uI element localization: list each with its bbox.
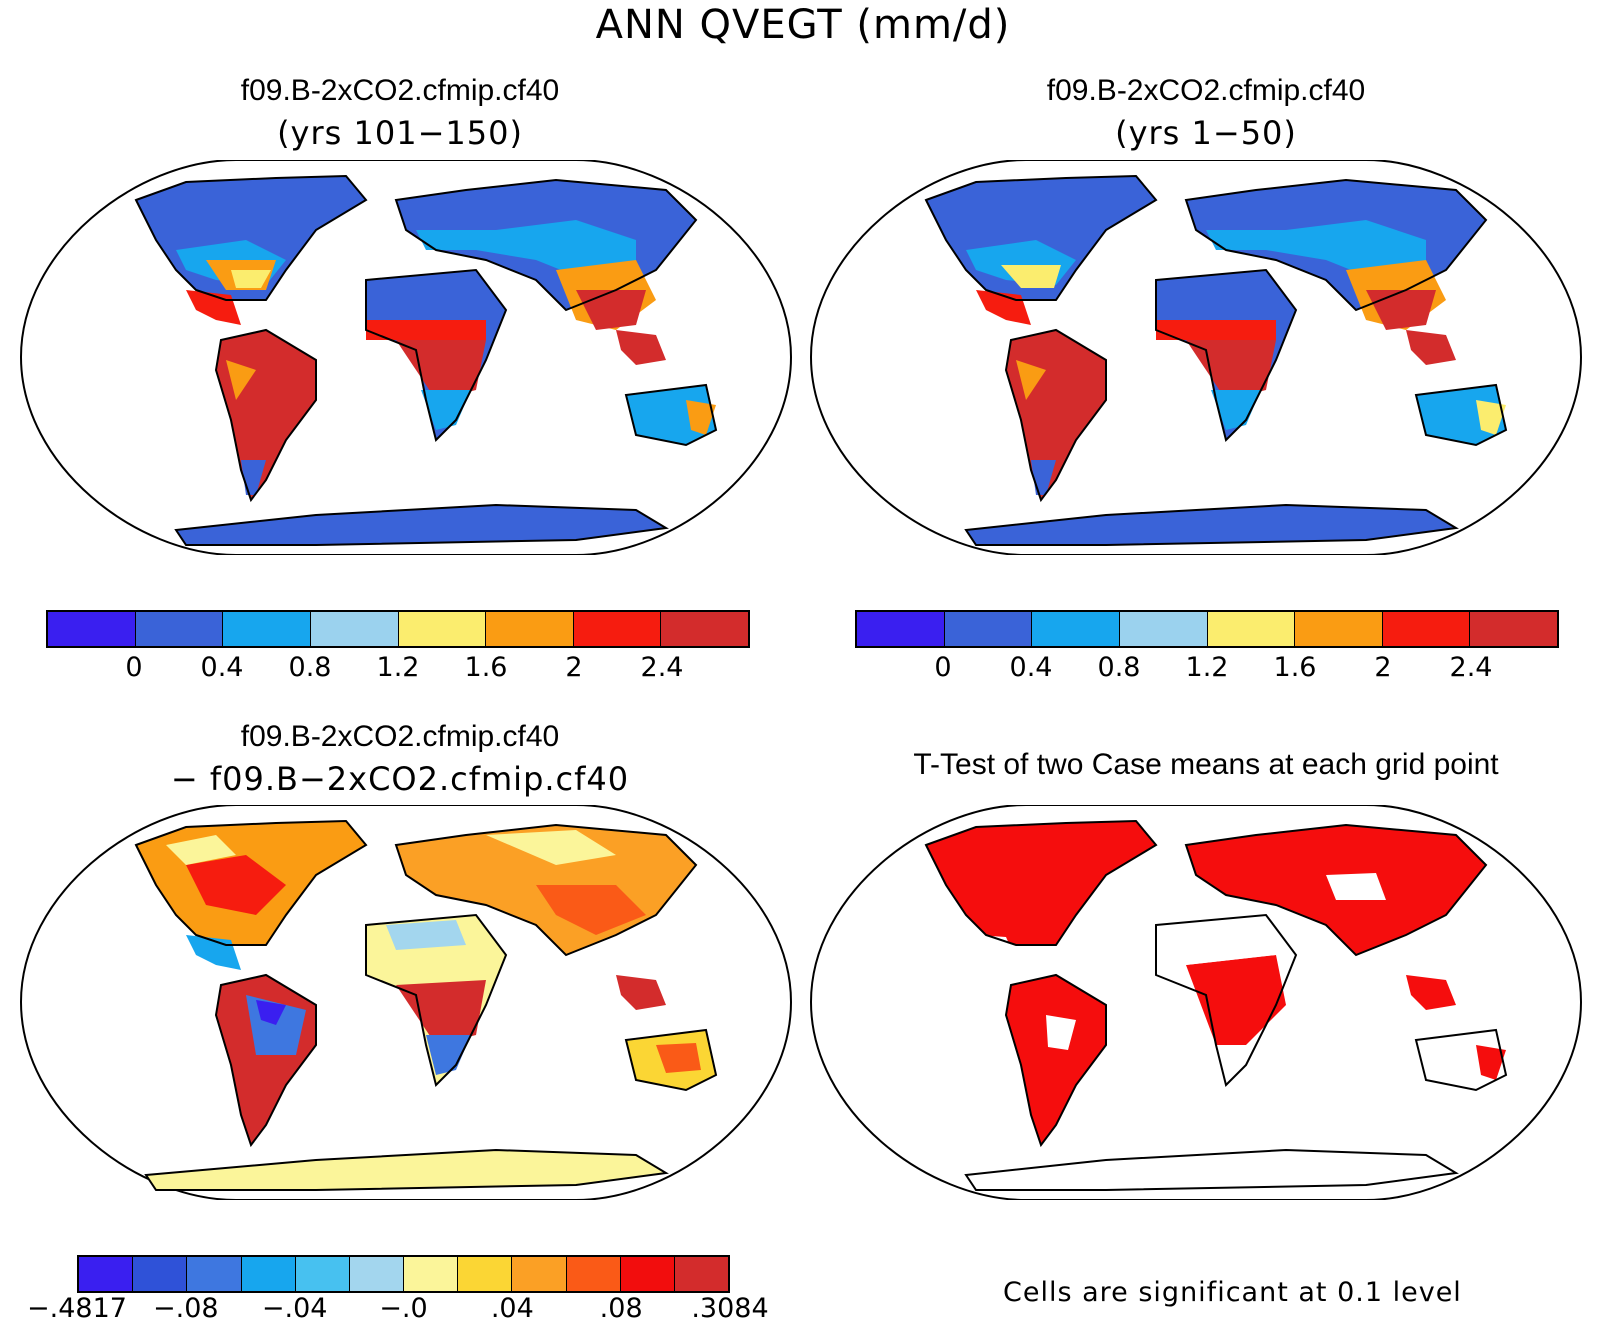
colorbar-tick-label: 2.4 [640,652,684,683]
colorbar-swatch [458,1257,513,1291]
colorbar-swatch [241,1257,296,1291]
panel-title-bottom-right: T-Test of two Case means at each grid po… [913,748,1499,781]
colorbar-swatch [295,1257,350,1291]
panel-subtitle-top-right: (yrs 1−50) [1115,114,1297,152]
colorbar-tick-label: .04 [490,1293,534,1324]
panel-subtitle-top-left: (yrs 101−150) [277,114,523,152]
colorbar-tick-label: 1.2 [376,652,420,683]
colorbar-swatch [187,1257,242,1291]
colorbar-tick-label: 0.4 [200,652,244,683]
land-field [926,176,1506,545]
panel-title-top-left: f09.B-2xCO2.cfmip.cf40 [240,74,560,107]
colorbar-tick-label: 1.2 [1185,652,1229,683]
panel-title-top-right: f09.B-2xCO2.cfmip.cf40 [1046,74,1366,107]
map-top-left [19,160,793,555]
colorbar-tick-label: 2 [1374,652,1392,683]
colorbar-swatch [135,612,224,646]
colorbar-swatch [404,1257,459,1291]
colorbar-swatch [349,1257,405,1291]
colorbar-swatch [661,612,748,646]
significance-note: Cells are significant at 0.1 level [1003,1277,1462,1308]
colorbar-swatch [944,612,1033,646]
figure-title: ANN QVEGT (mm/d) [595,2,1011,48]
colorbar-tick-label: 2 [565,652,583,683]
colorbar-swatch [223,612,311,646]
map-bottom-right [809,805,1583,1200]
significance-field [926,821,1506,1145]
coastlines [134,174,718,546]
colorbar-tick-label: 0 [125,652,143,683]
land-field [136,176,716,545]
colorbar-swatch [486,612,574,646]
colorbar-tick-label: −.4817 [27,1293,127,1324]
colorbar-swatch [573,612,662,646]
colorbar-tick-label: 0.8 [1097,652,1141,683]
colorbar-swatch [512,1257,567,1291]
colorbar-top-right [855,610,1559,648]
colorbar-tick-label: 0 [934,652,952,683]
colorbar-tick-label: .08 [599,1293,643,1324]
colorbar-swatch [1119,612,1208,646]
colorbar-tick-label: 0.4 [1009,652,1053,683]
colorbar-swatch [1470,612,1557,646]
non-significant-gaps [976,873,1478,1085]
colorbar-tick-label: 2.4 [1449,652,1493,683]
colorbar-swatch [857,612,945,646]
colorbar-top-left [46,610,750,648]
colorbar-tick-label: 1.6 [464,652,508,683]
colorbar-swatch [48,612,136,646]
colorbar-swatch [620,1257,675,1291]
coastlines [924,819,1508,1191]
colorbar-tick-label: 1.6 [1273,652,1317,683]
colorbar-swatch [1032,612,1120,646]
panel-title-bottom-left: f09.B-2xCO2.cfmip.cf40 [240,720,560,753]
colorbar-swatch [1295,612,1383,646]
panel-subtitle-bottom-left: − f09.B−2xCO2.cfmip.cf40 [170,760,630,798]
colorbar-tick-label: −.04 [261,1293,328,1324]
colorbar-swatch [310,612,399,646]
map-top-right [809,160,1583,555]
colorbar-tick-label: −.08 [153,1293,219,1324]
colorbar-swatch [566,1257,621,1291]
coastlines [924,174,1508,546]
colorbar-tick-label: 0.8 [288,652,332,683]
colorbar-swatch [1382,612,1471,646]
colorbar-tick-label: −.0 [379,1293,428,1324]
colorbar-bottom-left [77,1255,730,1293]
colorbar-swatch [674,1257,729,1291]
land-field [136,821,716,1190]
colorbar-swatch [398,612,487,646]
coastlines [134,819,718,1191]
map-bottom-left [19,805,793,1200]
colorbar-tick-label: .3084 [691,1293,769,1324]
colorbar-swatch [133,1257,188,1291]
colorbar-swatch [79,1257,134,1291]
colorbar-swatch [1207,612,1296,646]
